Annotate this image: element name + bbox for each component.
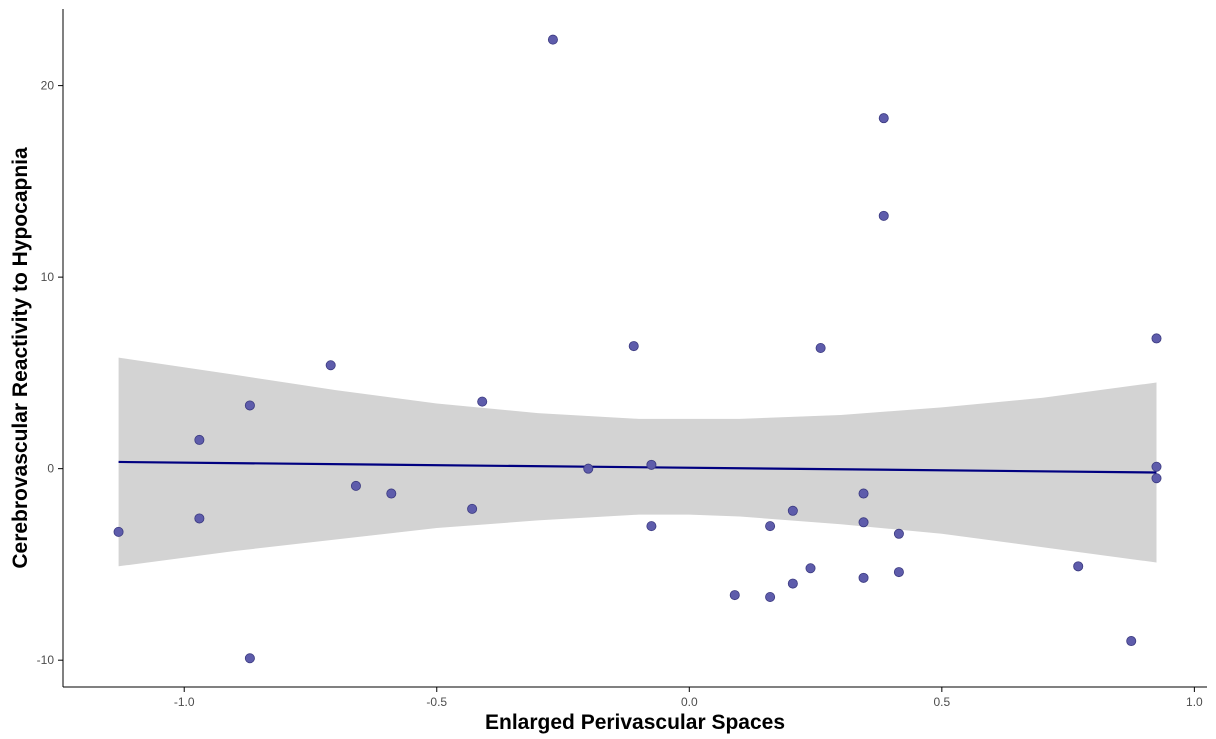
data-point-31 (1151, 333, 1162, 344)
fit-line-layer (118, 460, 1157, 474)
data-point-1 (194, 434, 205, 445)
y-tick-label-3: 20 (41, 79, 55, 93)
data-point-29 (1073, 561, 1084, 572)
data-point-26 (878, 210, 889, 221)
data-point-10 (547, 34, 558, 45)
y-axis-title: Cerebrovascular Reactivity to Hypocapnia (9, 147, 32, 569)
data-point-6 (350, 480, 361, 491)
y-tick-label-2: 10 (41, 270, 55, 284)
data-point-16 (765, 521, 776, 532)
x-tick-label-0: -1.0 (174, 695, 195, 709)
data-point-25 (878, 113, 889, 124)
data-point-7 (386, 488, 397, 499)
data-point-20 (805, 563, 816, 574)
data-point-13 (646, 459, 657, 470)
x-tick-label-2: 0.0 (681, 695, 698, 709)
data-point-14 (646, 521, 657, 532)
x-tick-label-1: -0.5 (426, 695, 447, 709)
data-point-12 (628, 341, 639, 352)
data-point-33 (1151, 473, 1162, 484)
data-point-15 (729, 590, 740, 601)
data-point-24 (858, 572, 869, 583)
confidence-band-layer (118, 357, 1157, 567)
y-tick-label-0: -10 (37, 653, 55, 667)
data-point-21 (815, 342, 826, 353)
data-point-23 (858, 517, 869, 528)
regression-line (118, 460, 1157, 474)
x-tick-label-4: 1.0 (1186, 695, 1203, 709)
x-axis-title: Enlarged Perivascular Spaces (485, 711, 785, 734)
data-point-19 (787, 578, 798, 589)
data-point-11 (583, 463, 594, 474)
confidence-band (118, 357, 1157, 567)
data-point-28 (893, 567, 904, 578)
data-point-5 (325, 360, 336, 371)
axes-layer (58, 9, 1207, 692)
data-point-4 (244, 653, 255, 664)
data-point-22 (858, 488, 869, 499)
data-point-8 (467, 503, 478, 514)
data-point-18 (787, 505, 798, 516)
y-tick-label-1: 0 (47, 462, 54, 476)
data-point-0 (113, 526, 124, 537)
data-point-30 (1126, 636, 1137, 647)
data-points-layer (113, 34, 1162, 664)
data-point-27 (893, 528, 904, 539)
x-tick-label-3: 0.5 (933, 695, 950, 709)
data-point-3 (244, 400, 255, 411)
tick-labels-layer: -1.0 -0.5 0.0 0.5 1.0 -10 0 10 20 (37, 79, 1203, 709)
data-point-32 (1151, 461, 1162, 472)
data-point-9 (477, 396, 488, 407)
data-point-17 (765, 591, 776, 602)
data-point-2 (194, 513, 205, 524)
